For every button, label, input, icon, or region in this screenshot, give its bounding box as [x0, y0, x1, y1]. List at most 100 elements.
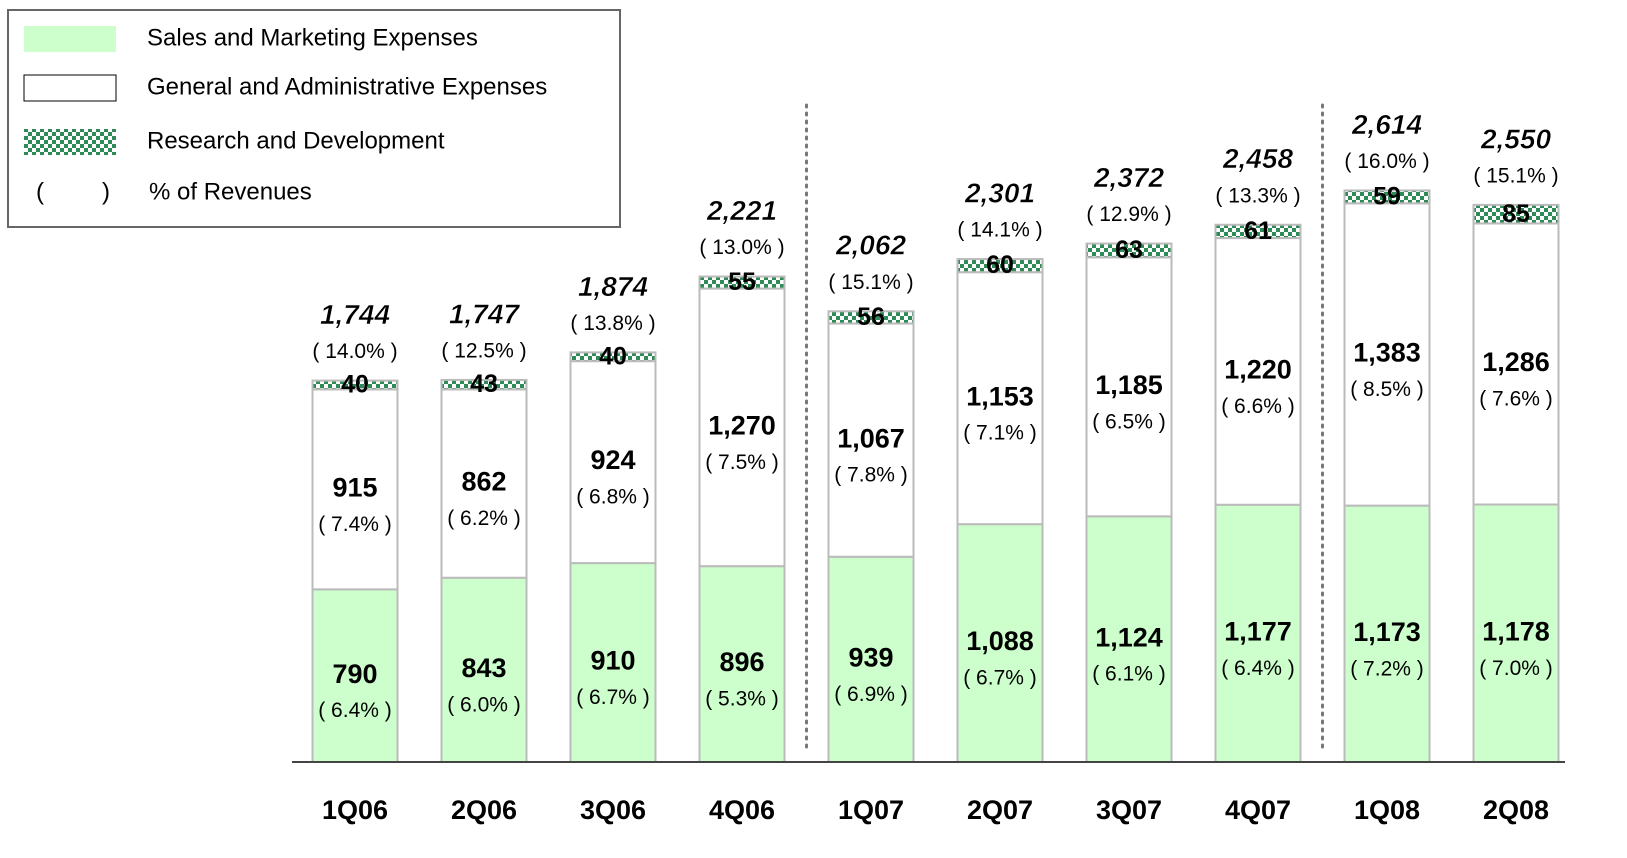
pct-label: ( 7.0% ): [1479, 657, 1553, 680]
pct-label: ( 7.1% ): [963, 422, 1037, 445]
pct-label: ( 7.4% ): [318, 513, 392, 536]
pct-label: ( 7.2% ): [1350, 657, 1424, 680]
legend-label: % of Revenues: [149, 178, 312, 205]
bar-segment: [569, 351, 657, 363]
total-pct-label: ( 13.3% ): [1215, 184, 1300, 207]
value-label: 1,124: [1095, 622, 1163, 652]
value-label: 1,153: [966, 381, 1034, 411]
x-tick-label: 4Q07: [1225, 795, 1291, 825]
pct-label: ( 7.8% ): [834, 464, 908, 487]
x-tick-label: 3Q07: [1096, 795, 1162, 825]
total-pct-label: ( 14.0% ): [312, 340, 397, 363]
bar-segment: [698, 287, 786, 568]
value-label: 924: [590, 445, 635, 475]
total-label: 2,372: [1093, 162, 1164, 193]
pct-label: ( 5.3% ): [705, 688, 779, 711]
value-label: 1,088: [966, 626, 1034, 656]
bar-segment: [311, 379, 399, 391]
pct-label: ( 6.9% ): [834, 683, 908, 706]
value-label: 1,383: [1353, 338, 1421, 368]
bar-segment: [1472, 203, 1560, 225]
bar-segment: [827, 555, 915, 763]
total-label: 2,614: [1351, 109, 1422, 140]
pct-label: ( 6.8% ): [576, 486, 650, 509]
pct-label: ( 6.4% ): [318, 699, 392, 722]
total-label: 2,458: [1222, 143, 1293, 174]
pct-label: ( 7.5% ): [705, 451, 779, 474]
pct-label: ( 8.5% ): [1350, 378, 1424, 401]
value-label: 1,173: [1353, 617, 1421, 647]
pct-label: ( 6.7% ): [963, 667, 1037, 690]
total-pct-label: ( 12.9% ): [1086, 203, 1171, 226]
bar-segment: [1343, 202, 1431, 507]
legend-label: Research and Development: [147, 127, 445, 154]
total-pct-label: ( 13.8% ): [570, 312, 655, 335]
bar-segment: [827, 310, 915, 325]
value-label: 56: [857, 303, 885, 331]
value-label: 915: [332, 472, 377, 502]
value-label: 63: [1115, 236, 1143, 264]
bar-segment: [440, 378, 528, 391]
x-tick-label: 1Q07: [838, 795, 904, 825]
value-label: 896: [719, 647, 764, 677]
value-label: 60: [986, 251, 1014, 279]
bar-segment: [1343, 189, 1431, 205]
value-label: 1,220: [1224, 355, 1292, 385]
bar-segment: [827, 322, 915, 558]
total-pct-label: ( 16.0% ): [1344, 150, 1429, 173]
bar-segment: [311, 388, 399, 591]
value-label: 40: [341, 371, 369, 399]
bar-segment: [1214, 223, 1302, 240]
total-pct-label: ( 12.5% ): [441, 339, 526, 362]
total-label: 2,301: [964, 177, 1035, 208]
total-pct-label: ( 15.1% ): [828, 271, 913, 294]
pct-label: ( 7.6% ): [1479, 388, 1553, 411]
bar-segment: [1214, 237, 1302, 506]
pct-label: ( 6.5% ): [1092, 410, 1166, 433]
value-label: 862: [461, 467, 506, 497]
bar-segment: [1085, 242, 1173, 259]
bar-segment: [956, 258, 1044, 274]
value-label: 61: [1244, 217, 1272, 245]
total-label: 1,874: [578, 271, 648, 302]
legend-symbol: ): [102, 178, 110, 205]
total-label: 2,550: [1480, 123, 1551, 154]
x-tick-label: 4Q06: [709, 795, 775, 825]
total-label: 1,744: [320, 299, 390, 330]
value-label: 843: [461, 653, 506, 683]
bar-segment: [1085, 515, 1173, 764]
value-label: 1,177: [1224, 616, 1292, 646]
x-tick-label: 2Q07: [967, 795, 1033, 825]
value-label: 910: [590, 646, 635, 676]
x-tick-label: 2Q06: [451, 795, 517, 825]
value-label: 40: [599, 342, 627, 370]
value-label: 1,178: [1482, 616, 1550, 646]
legend-swatch: [24, 129, 116, 155]
x-tick-label: 3Q06: [580, 795, 646, 825]
total-pct-label: ( 15.1% ): [1473, 164, 1558, 187]
total-pct-label: ( 13.0% ): [699, 236, 784, 259]
pct-label: ( 6.1% ): [1092, 663, 1166, 686]
legend-swatch: [23, 74, 117, 102]
pct-label: ( 6.7% ): [576, 686, 650, 709]
x-tick-label: 1Q06: [322, 795, 388, 825]
value-label: 59: [1373, 182, 1401, 210]
value-label: 1,270: [708, 410, 776, 440]
value-label: 55: [728, 268, 756, 296]
value-label: 1,286: [1482, 347, 1550, 377]
legend-label: General and Administrative Expenses: [147, 73, 547, 100]
legend-symbol: (: [36, 178, 44, 205]
x-tick-label: 1Q08: [1354, 795, 1420, 825]
value-label: 939: [848, 643, 893, 673]
pct-label: ( 6.2% ): [447, 507, 521, 530]
pct-label: ( 6.6% ): [1221, 395, 1295, 418]
bar-segment: [440, 388, 528, 579]
pct-label: ( 6.0% ): [447, 693, 521, 716]
value-label: 1,185: [1095, 370, 1163, 400]
bar-segment: [569, 562, 657, 763]
legend-label: Sales and Marketing Expenses: [147, 24, 478, 51]
legend-swatch: [24, 26, 116, 52]
total-label: 2,221: [706, 195, 777, 226]
value-label: 85: [1502, 200, 1530, 228]
